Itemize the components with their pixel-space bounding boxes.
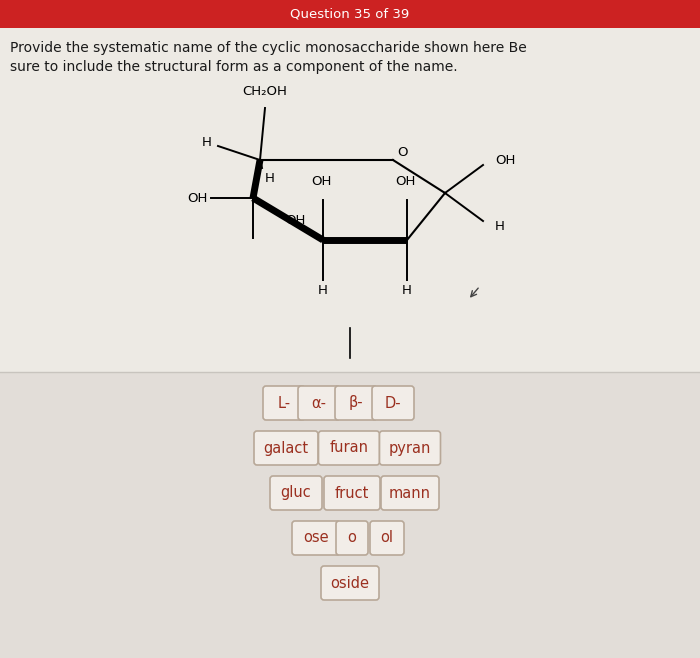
Text: oside: oside [330,576,370,590]
Text: D-: D- [385,395,401,411]
Text: H: H [202,136,212,149]
Text: furan: furan [330,440,368,455]
Text: β-: β- [349,395,363,411]
FancyBboxPatch shape [372,386,414,420]
Text: o: o [348,530,356,545]
Text: OH: OH [495,155,515,168]
Text: H: H [402,284,412,297]
Text: Question 35 of 39: Question 35 of 39 [290,7,410,20]
Text: galact: galact [263,440,309,455]
FancyBboxPatch shape [335,386,377,420]
FancyBboxPatch shape [263,386,305,420]
FancyBboxPatch shape [336,521,368,555]
Text: ose: ose [303,530,329,545]
Text: H: H [495,220,505,232]
Text: ol: ol [381,530,393,545]
Bar [0,372,700,658]
Text: mann: mann [389,486,431,501]
Text: O: O [398,145,408,159]
Text: OH: OH [285,213,305,226]
FancyBboxPatch shape [321,566,379,600]
FancyBboxPatch shape [318,431,379,465]
Text: Provide the systematic name of the cyclic monosaccharide shown here Be: Provide the systematic name of the cycli… [10,41,526,55]
Text: OH: OH [311,175,331,188]
FancyBboxPatch shape [298,386,340,420]
Text: CH₂OH: CH₂OH [243,85,288,98]
FancyBboxPatch shape [379,431,440,465]
Text: H: H [265,172,275,184]
FancyBboxPatch shape [324,476,380,510]
Text: OH: OH [395,175,415,188]
FancyBboxPatch shape [292,521,340,555]
Text: pyran: pyran [389,440,431,455]
FancyBboxPatch shape [381,476,439,510]
Text: H: H [318,284,328,297]
Text: L-: L- [277,395,290,411]
Text: gluc: gluc [281,486,312,501]
FancyBboxPatch shape [254,431,318,465]
Text: fruct: fruct [335,486,369,501]
Text: OH: OH [187,191,207,205]
FancyBboxPatch shape [270,476,322,510]
Text: α-: α- [312,395,326,411]
Text: sure to include the structural form as a component of the name.: sure to include the structural form as a… [10,60,458,74]
Bar [0,0,700,28]
FancyBboxPatch shape [370,521,404,555]
